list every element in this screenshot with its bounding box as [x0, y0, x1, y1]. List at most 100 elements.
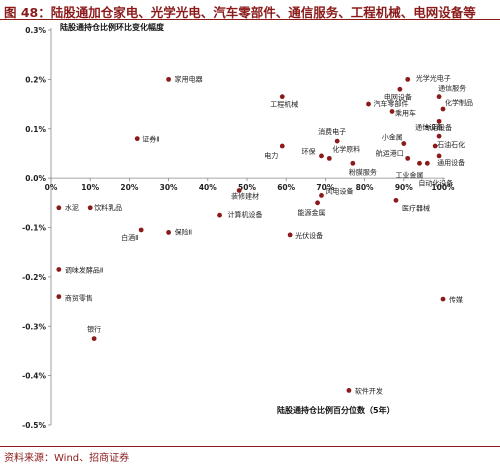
data-point	[326, 155, 332, 161]
x-tick-label: 70%	[316, 183, 334, 192]
data-point-label: 风电设备	[325, 186, 353, 195]
data-point-label: 化学制品	[445, 98, 473, 107]
x-tick-label: 100%	[431, 183, 455, 192]
data-point-label: 通信设备	[415, 122, 443, 131]
data-point-label: 专用设备	[424, 123, 452, 132]
data-point-label: 光伏设备	[295, 231, 323, 240]
x-tick-label: 90%	[395, 183, 413, 192]
data-point-label: 通用设备	[437, 158, 465, 167]
axes-group: 0.3% 0.2% 0.1% 0.0% -0.1% -0.2% -0.3% -0.4% -0.5…	[22, 26, 455, 430]
data-point-label: 消费电子	[318, 127, 346, 136]
x-tick-label: 60%	[277, 183, 295, 192]
data-point	[166, 76, 172, 82]
data-point	[440, 106, 446, 112]
data-point	[397, 86, 403, 92]
x-tick-label: 50%	[238, 183, 256, 192]
scatter-chart: 0.3% 0.2% 0.1% 0.0% -0.1% -0.2% -0.3% -0.4% -0.5…	[22, 22, 473, 430]
data-point	[287, 232, 293, 238]
x-tick-label: 40%	[199, 183, 217, 192]
title-rule	[0, 19, 500, 20]
data-point	[56, 267, 62, 272]
data-point	[138, 227, 144, 233]
data-point	[436, 118, 442, 124]
data-point-label: 水泥	[65, 203, 79, 212]
data-point	[56, 294, 62, 300]
x-tick-label: 10%	[81, 183, 99, 192]
y-axis-label: 陆股通持仓比例环比变化幅度	[60, 22, 165, 32]
data-point	[279, 143, 285, 149]
y-tick-label: 0.0%	[25, 174, 46, 183]
data-point-label: 传媒	[449, 295, 463, 304]
data-point-label: 工程机械	[270, 100, 298, 109]
data-point	[393, 197, 399, 203]
x-tick-label: 30%	[160, 183, 178, 192]
data-point	[436, 133, 442, 139]
data-point-label: 计算机设备	[228, 210, 263, 219]
data-point-label: 乘用车	[395, 108, 416, 117]
data-point-label: 化学原料	[332, 144, 360, 153]
data-point	[436, 153, 442, 159]
data-point	[405, 76, 411, 82]
data-point	[279, 94, 285, 100]
data-point-label: 证券Ⅱ	[142, 135, 159, 144]
data-point	[166, 230, 172, 235]
data-point	[217, 212, 222, 218]
y-tick-label: -0.5%	[22, 421, 46, 430]
data-point	[319, 153, 324, 159]
data-point	[315, 200, 320, 206]
data-point	[134, 136, 140, 142]
data-point-label: 工业金属	[395, 170, 423, 179]
source-rule	[0, 446, 500, 447]
data-point-label: 调味发酵品Ⅱ	[65, 265, 103, 274]
data-point-label: 通信服务	[438, 84, 466, 93]
data-point-label: 商贸零售	[65, 294, 93, 303]
data-point	[366, 101, 371, 107]
data-point	[405, 155, 411, 161]
x-tick-label: 20%	[120, 183, 138, 192]
data-point-label: 航运港口	[376, 148, 404, 157]
data-point-label: 银行	[87, 325, 101, 334]
data-point-label: 能源金属	[298, 208, 326, 217]
data-point	[334, 138, 340, 144]
data-point	[87, 205, 93, 211]
points-group	[56, 76, 446, 393]
y-tick-label: -0.1%	[22, 224, 46, 233]
data-point-label: 光学光电子	[416, 73, 451, 82]
data-point-label: 环保	[301, 147, 315, 156]
data-point-label: 软件开发	[355, 386, 383, 395]
data-point	[401, 141, 407, 146]
data-point	[236, 188, 242, 193]
y-tick-label: -0.2%	[22, 273, 46, 282]
y-tick-label: 0.1%	[25, 125, 46, 134]
data-point-label: 汽车零部件	[374, 99, 409, 108]
data-point	[436, 94, 442, 100]
data-point-label: 粉膜服务	[349, 167, 377, 176]
y-tick-label: 0.2%	[25, 75, 46, 84]
figure-title: 图 48：陆股通加仓家电、光学光电、汽车零部件、通信服务、工程机械、电网设备等	[4, 5, 476, 20]
source-note: 资料来源：Wind、招商证券	[4, 453, 130, 464]
data-point	[432, 143, 438, 149]
data-point-label: 饮料乳品	[94, 203, 122, 212]
data-point-label: 自动化设备	[418, 178, 453, 187]
data-point-label: 装修建材	[231, 191, 259, 200]
data-point-label: 小金属	[382, 133, 403, 142]
data-point-label: 家用电器	[175, 74, 203, 83]
data-point	[56, 205, 62, 211]
y-tick-label: 0.3%	[25, 26, 46, 35]
x-tick-label: 0%	[45, 183, 58, 192]
x-axis-label: 陆股通持仓比例百分位数（5年）	[277, 405, 395, 415]
data-point-label: 电力	[264, 151, 278, 160]
data-point-label: 白酒Ⅱ	[121, 233, 138, 242]
data-point	[91, 336, 97, 341]
data-point	[319, 193, 324, 198]
y-tick-label: -0.4%	[22, 372, 46, 381]
data-point-label: 石油石化	[437, 140, 465, 149]
y-tick-label: -0.3%	[22, 322, 46, 331]
data-point	[389, 109, 395, 114]
data-point	[417, 160, 422, 166]
data-point-label: 医疗器械	[402, 203, 430, 212]
data-point	[424, 160, 430, 166]
data-point	[346, 388, 352, 393]
data-point	[440, 296, 446, 302]
